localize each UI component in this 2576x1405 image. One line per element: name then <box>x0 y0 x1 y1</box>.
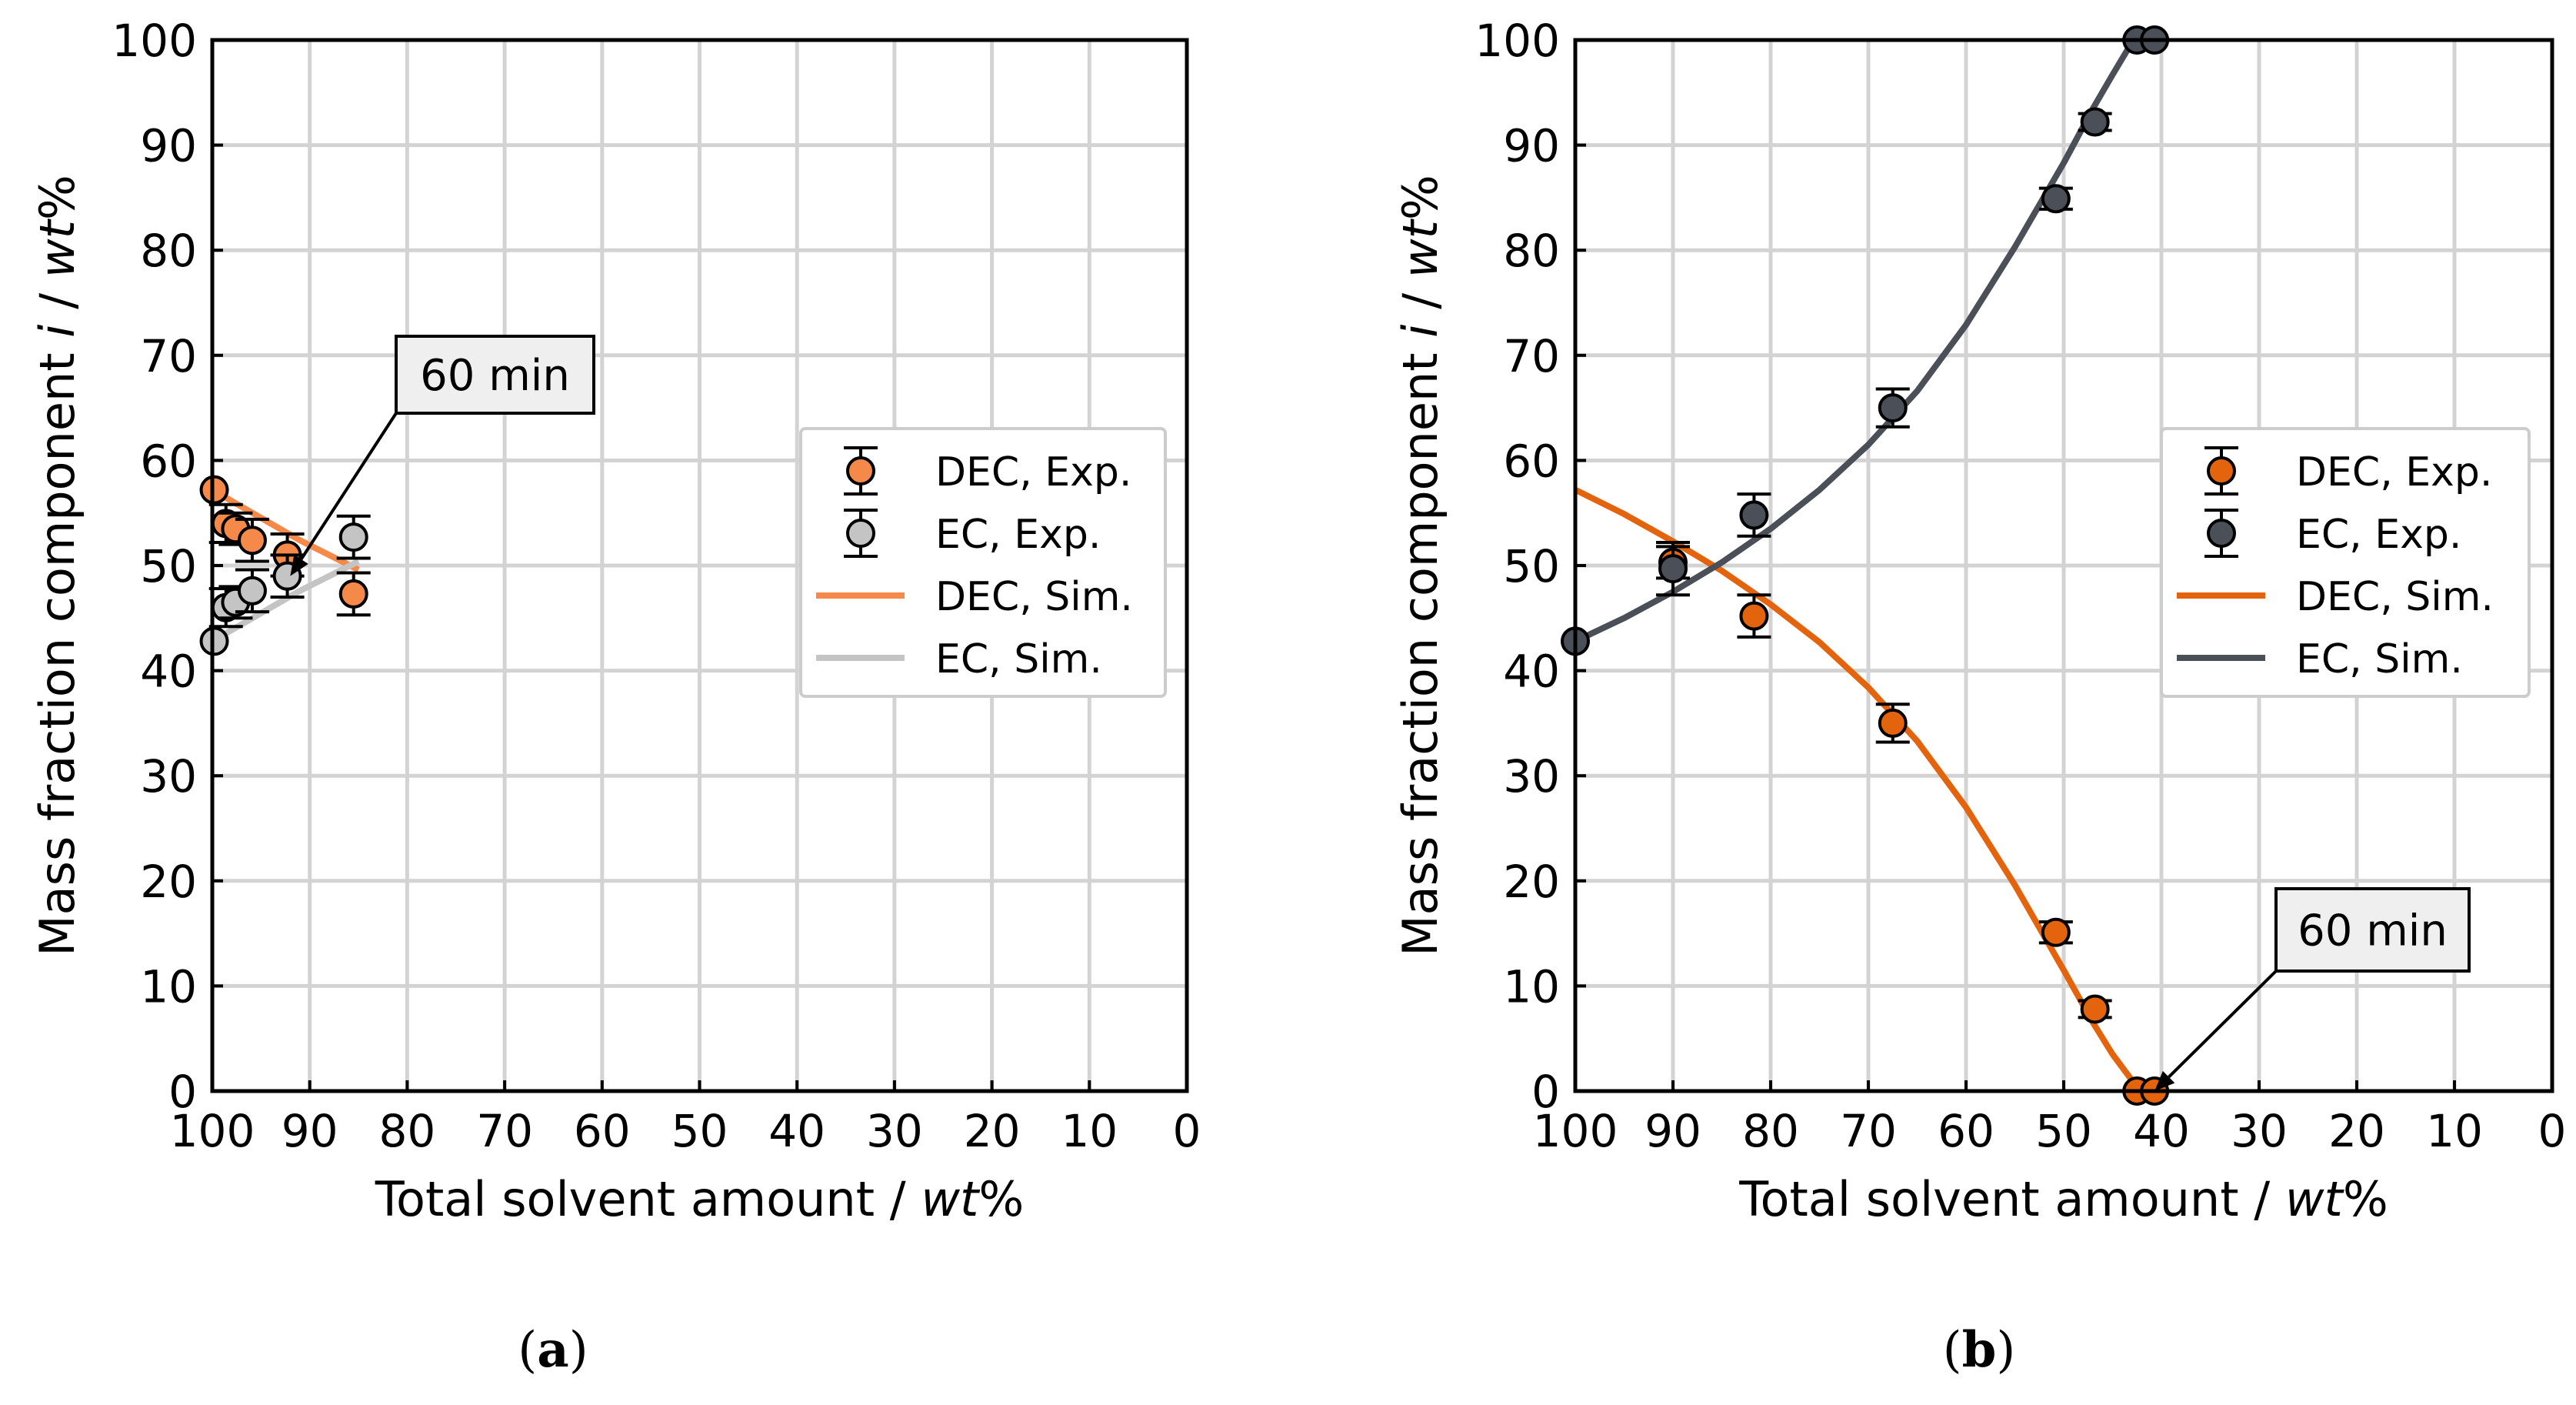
panel-caption: (a) <box>518 1321 588 1379</box>
legend-marker <box>2207 456 2236 486</box>
x-tick-label: 10 <box>2426 1105 2483 1157</box>
data-point <box>2041 917 2071 947</box>
annotation-arrowhead <box>2154 1070 2175 1091</box>
y-tick-label: 70 <box>1503 330 1560 382</box>
x-tick-label: 10 <box>1061 1105 1118 1157</box>
y-tick-label: 100 <box>112 15 197 67</box>
chart-panel-a: 100 90 80 70 60 50 40 30 20 10 0010203040506070809… <box>29 15 1201 1379</box>
x-tick-label: 40 <box>768 1105 825 1157</box>
x-tick-label: 40 <box>2133 1105 2190 1157</box>
annotation-label: 60 min <box>2298 906 2448 956</box>
annotation-box <box>395 335 595 415</box>
x-tick-label: 80 <box>378 1105 435 1157</box>
y-tick-label: 70 <box>140 330 197 382</box>
y-tick-label: 30 <box>140 750 197 803</box>
x-tick-label: 20 <box>2328 1105 2385 1157</box>
data-point <box>1658 554 1688 584</box>
x-axis-label: Total solvent amount / wt% <box>1738 1171 2388 1227</box>
data-point <box>1878 393 1908 423</box>
legend-label: EC, Sim. <box>2296 636 2463 682</box>
legend-label: DEC, Sim. <box>935 574 1133 620</box>
chart-panel-b: 100 90 80 70 60 50 40 30 20 10 0010203040506070809… <box>1392 15 2566 1379</box>
y-tick-label: 0 <box>168 1066 197 1118</box>
legend-box <box>799 427 1167 698</box>
x-tick-label: 80 <box>1742 1105 1799 1157</box>
y-axis-label: Mass fraction component i / wt% <box>1392 175 1448 956</box>
y-tick-label: 20 <box>140 856 197 908</box>
x-tick-label: 20 <box>964 1105 1021 1157</box>
x-tick-label: 30 <box>2231 1105 2288 1157</box>
data-point <box>237 576 267 606</box>
data-point <box>199 475 229 505</box>
series-line-dec-sim- <box>1574 487 2144 1093</box>
y-tick-label: 50 <box>140 540 197 592</box>
y-tick-label: 20 <box>1503 856 1560 908</box>
y-tick-label: 40 <box>1503 646 1560 698</box>
annotation-arrow <box>2168 969 2278 1079</box>
x-tick-label: 70 <box>1840 1105 1897 1157</box>
x-tick-label: 100 <box>170 1105 255 1157</box>
legend-label: DEC, Exp. <box>2296 449 2492 496</box>
y-tick-label: 80 <box>1503 225 1560 277</box>
y-tick-label: 60 <box>1503 435 1560 487</box>
data-point <box>2080 107 2110 137</box>
data-point <box>2080 994 2110 1024</box>
y-tick-label: 10 <box>140 960 197 1013</box>
x-tick-label: 100 <box>1533 1105 1618 1157</box>
legend-marker <box>846 456 875 486</box>
x-tick-label: 90 <box>282 1105 338 1157</box>
data-point <box>2041 184 2071 214</box>
data-point <box>1878 708 1908 738</box>
legend-label: EC, Sim. <box>935 636 1102 682</box>
plot-frame <box>210 38 1189 1093</box>
x-tick-label: 0 <box>1173 1105 1201 1157</box>
x-tick-label: 30 <box>866 1105 923 1157</box>
x-tick-label: 0 <box>2538 1105 2567 1157</box>
legend-box <box>2160 427 2531 698</box>
legend-label: DEC, Sim. <box>2296 574 2494 620</box>
panel-caption: (b) <box>1943 1321 2016 1379</box>
y-tick-label: 0 <box>1531 1066 1560 1118</box>
y-axis-label: Mass fraction component i / wt% <box>29 175 85 956</box>
y-tick-label: 40 <box>140 646 197 698</box>
legend-label: EC, Exp. <box>2296 512 2461 558</box>
data-point <box>338 579 368 609</box>
x-tick-label: 90 <box>1645 1105 1701 1157</box>
plot-frame <box>1573 38 2554 1093</box>
data-point <box>338 522 368 552</box>
legend-marker <box>2207 519 2236 548</box>
legend-label: EC, Exp. <box>935 512 1101 558</box>
annotation-box <box>2274 887 2471 973</box>
y-tick-label: 100 <box>1475 15 1560 67</box>
data-point <box>1739 601 1769 631</box>
x-axis-label: Total solvent amount / wt% <box>375 1171 1025 1227</box>
y-tick-label: 90 <box>1503 120 1560 172</box>
x-tick-label: 60 <box>1938 1105 1994 1157</box>
annotation-label: 60 min <box>420 351 570 401</box>
data-point <box>237 526 267 556</box>
legend-label: DEC, Exp. <box>935 449 1131 496</box>
x-tick-label: 70 <box>476 1105 533 1157</box>
x-tick-label: 60 <box>574 1105 631 1157</box>
annotation-arrow <box>299 412 398 560</box>
data-point <box>199 626 229 656</box>
y-tick-label: 10 <box>1503 960 1560 1013</box>
x-tick-label: 50 <box>671 1105 728 1157</box>
y-tick-label: 80 <box>140 225 197 277</box>
y-tick-label: 60 <box>140 435 197 487</box>
annotation-arrowhead <box>290 554 308 576</box>
y-tick-label: 30 <box>1503 750 1560 803</box>
x-tick-label: 50 <box>2035 1105 2092 1157</box>
y-tick-label: 50 <box>1503 540 1560 592</box>
data-point <box>1739 500 1769 530</box>
y-tick-label: 90 <box>140 120 197 172</box>
legend-marker <box>846 519 875 548</box>
